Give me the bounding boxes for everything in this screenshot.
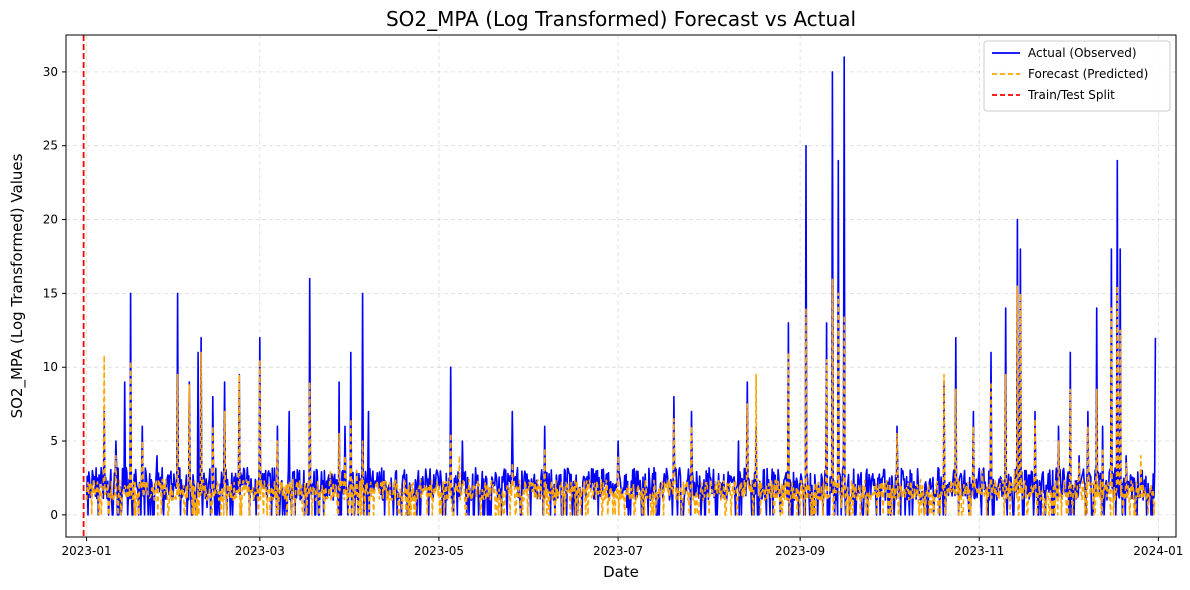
x-axis-label: Date	[603, 563, 639, 581]
chart-title: SO2_MPA (Log Transformed) Forecast vs Ac…	[386, 7, 856, 31]
x-tick-label: 2023-07	[593, 544, 643, 558]
y-tick-label: 5	[50, 434, 58, 448]
x-tick-label: 2023-05	[414, 544, 464, 558]
y-tick-label: 20	[43, 213, 58, 227]
x-tick-label: 2023-01	[61, 544, 111, 558]
legend: Actual (Observed) Forecast (Predicted) Tra…	[983, 40, 1171, 112]
legend-label: Forecast (Predicted)	[1028, 67, 1148, 81]
x-tick-label: 2023-11	[954, 544, 1004, 558]
y-tick-label: 15	[43, 286, 58, 300]
legend-label: Train/Test Split	[1027, 88, 1115, 102]
x-tick-label: 2023-03	[235, 544, 285, 558]
legend-label: Actual (Observed)	[1028, 46, 1137, 60]
forecast-series-line	[85, 277, 1156, 516]
y-axis-ticks: 0 5 10 15 20 25 30	[43, 65, 66, 522]
series-group	[85, 56, 1157, 516]
x-tick-label: 2024-01	[1133, 544, 1183, 558]
y-tick-label: 0	[50, 508, 58, 522]
y-tick-label: 30	[43, 65, 58, 79]
plot-border	[65, 34, 1177, 538]
legend-box	[983, 40, 1171, 112]
x-tick-label: 2023-09	[775, 544, 825, 558]
y-tick-label: 10	[43, 360, 58, 374]
x-axis-ticks: 2023-01 2023-03 2023-05 2023-07 2023-09 2023-…	[61, 537, 1183, 558]
y-axis-label: SO2_MPA (Log Transformed) Values	[8, 153, 27, 418]
y-tick-label: 25	[43, 139, 58, 153]
